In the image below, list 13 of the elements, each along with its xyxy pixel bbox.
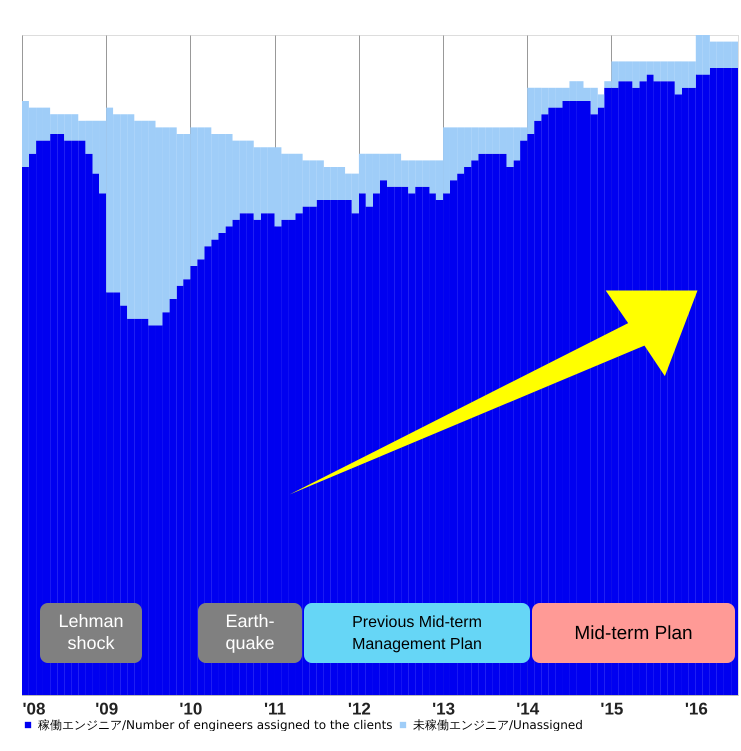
x-tick-label: '09 — [95, 700, 118, 718]
x-tick-label: '13 — [432, 700, 456, 718]
x-tick-label: '10 — [179, 700, 202, 718]
annotation: Mid-term Plan — [574, 623, 693, 644]
x-tick-label: '16 — [684, 700, 708, 718]
annotation: Lehman shock — [58, 611, 124, 653]
x-tick-label: '08 — [22, 700, 46, 718]
x-tick-label: '15 — [600, 700, 624, 718]
x-tick-label: '11 — [264, 700, 286, 718]
annotation: Previous Mid-term Management Plan — [352, 614, 482, 653]
x-tick-label: '14 — [516, 700, 540, 718]
annotation: Earth- quake — [225, 611, 275, 653]
x-tick-label: '12 — [348, 700, 371, 718]
